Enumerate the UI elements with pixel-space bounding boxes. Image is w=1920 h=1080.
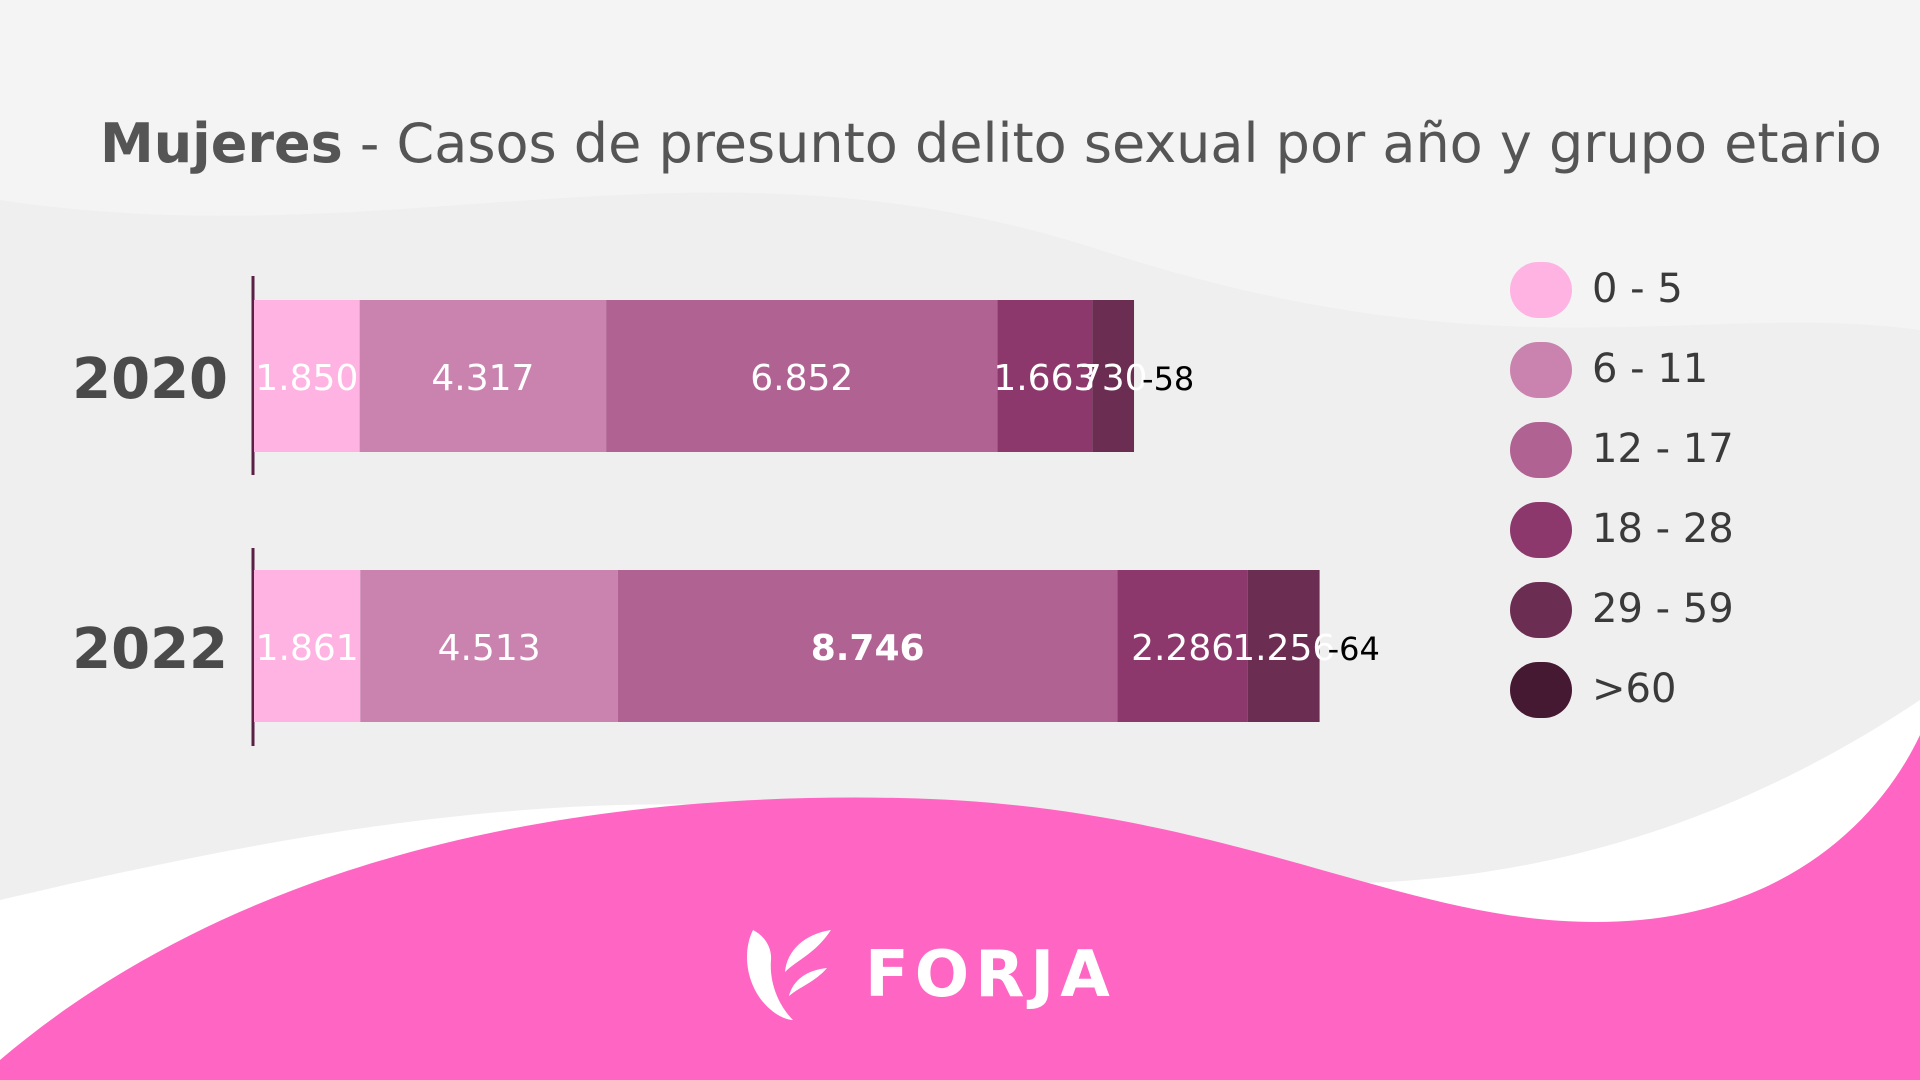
legend-label: 6 - 11 [1592,346,1709,392]
legend-item: 6 - 11 [1510,338,1830,418]
legend-label: 18 - 28 [1592,506,1734,552]
legend-swatch [1510,262,1572,318]
legend: 0 - 5 6 - 11 12 - 17 18 - 28 29 - 59 >60 [1510,258,1830,738]
bar-segment [360,570,618,722]
data-label: 1.256 [1232,628,1335,669]
data-label: 4.317 [431,358,534,399]
bar-segment [254,300,360,452]
data-label: 1.861 [256,628,359,669]
data-label: 1.850 [255,358,358,399]
legend-item: 12 - 17 [1510,418,1830,498]
data-label: -64 [1328,630,1380,668]
chart-title-bold: Mujeres [100,112,343,175]
bar-segment [254,570,361,722]
legend-swatch [1510,662,1572,718]
data-label: -58 [1142,360,1194,398]
legend-item: >60 [1510,658,1830,738]
category-label: 2022 [72,617,228,682]
category-label: 2020 [72,347,228,412]
forja-logo-text: FORJA [865,938,1116,1012]
legend-swatch [1510,502,1572,558]
bar-segment [997,300,1093,452]
data-label: 730 [1079,358,1148,399]
bar-segment [1247,570,1320,722]
legend-label: 29 - 59 [1592,586,1734,632]
data-label: 2.286 [1131,628,1234,669]
bar-segment [606,300,998,452]
data-label: 1.663 [993,358,1096,399]
data-label: 6.852 [750,358,853,399]
forja-flame-icon [747,930,831,1020]
forja-logo: FORJA [735,920,1195,1030]
data-label: 4.513 [438,628,541,669]
legend-swatch [1510,342,1572,398]
pink-wave [0,735,1920,1080]
legend-item: 18 - 28 [1510,498,1830,578]
bar-segment [1117,570,1248,722]
legend-label: 0 - 5 [1592,266,1683,312]
chart-title: Mujeres - Casos de presunto delito sexua… [100,112,1882,175]
data-label: 8.746 [811,628,925,669]
legend-swatch [1510,422,1572,478]
bar-segment [359,300,607,452]
bar-segment [617,570,1118,722]
legend-item: 0 - 5 [1510,258,1830,338]
legend-label: >60 [1592,666,1677,712]
legend-swatch [1510,582,1572,638]
legend-label: 12 - 17 [1592,426,1734,472]
legend-item: 29 - 59 [1510,578,1830,658]
chart-title-rest: - Casos de presunto delito sexual por añ… [342,112,1882,175]
bar-segment [1092,300,1135,452]
